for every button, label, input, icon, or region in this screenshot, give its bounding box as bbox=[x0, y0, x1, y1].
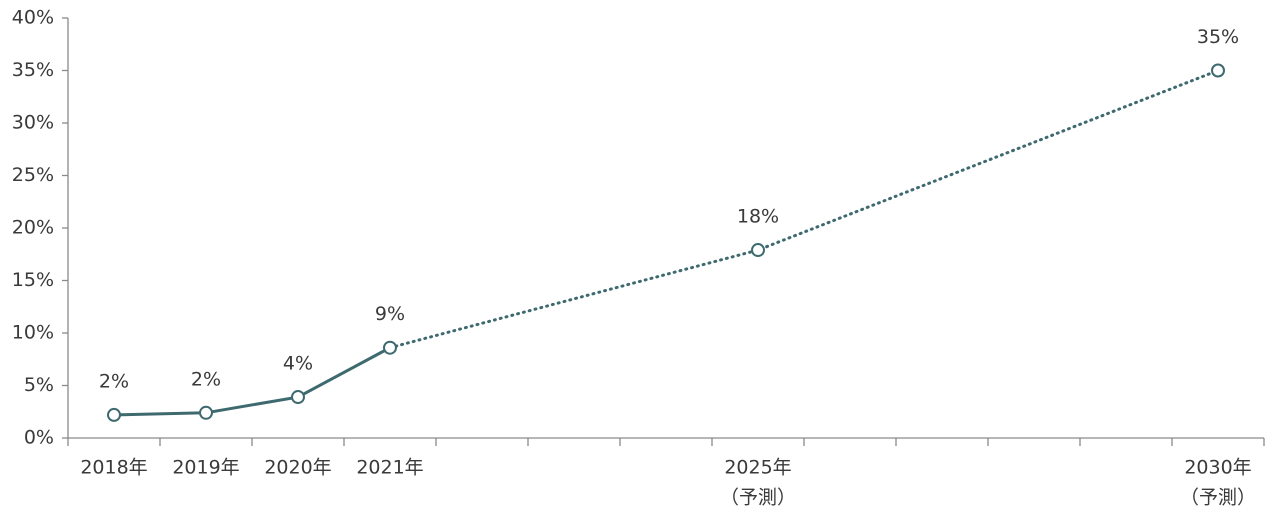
y-tick-label: 35% bbox=[12, 59, 54, 81]
point bbox=[383, 340, 397, 355]
data-label: 2% bbox=[99, 370, 129, 392]
data-label: 2% bbox=[191, 368, 221, 390]
point bbox=[291, 390, 305, 405]
line-forecast bbox=[388, 69, 1220, 350]
x-tick-note: （予測） bbox=[720, 487, 796, 509]
point bbox=[751, 243, 765, 258]
data-label: 35% bbox=[1197, 26, 1239, 48]
y-tick-label: 20% bbox=[12, 217, 54, 239]
y-tick-label: 0% bbox=[24, 427, 54, 449]
point bbox=[199, 405, 213, 420]
y-tick-label: 10% bbox=[12, 322, 54, 344]
y-tick-label: 25% bbox=[12, 164, 54, 186]
x-tick-label: 2018年 bbox=[80, 457, 147, 479]
point bbox=[107, 407, 121, 422]
y-tick-label: 5% bbox=[24, 374, 54, 396]
y-tick-label: 15% bbox=[12, 269, 54, 291]
y-tick-label: 40% bbox=[12, 7, 54, 29]
x-tick-label: 2020年 bbox=[264, 457, 331, 479]
x-tick-label: 2021年 bbox=[356, 457, 423, 479]
data-label: 18% bbox=[737, 206, 779, 228]
line bbox=[112, 346, 392, 417]
data-label: 4% bbox=[283, 353, 313, 375]
x-tick-label: 2019年 bbox=[172, 457, 239, 479]
data-label: 9% bbox=[375, 303, 405, 325]
x-tick-label: 2030年 bbox=[1184, 457, 1251, 479]
y-tick-label: 30% bbox=[12, 112, 54, 134]
x-tick-label: 2025年 bbox=[724, 457, 791, 479]
x-tick-note: （予測） bbox=[1180, 487, 1256, 509]
point bbox=[1211, 63, 1225, 78]
